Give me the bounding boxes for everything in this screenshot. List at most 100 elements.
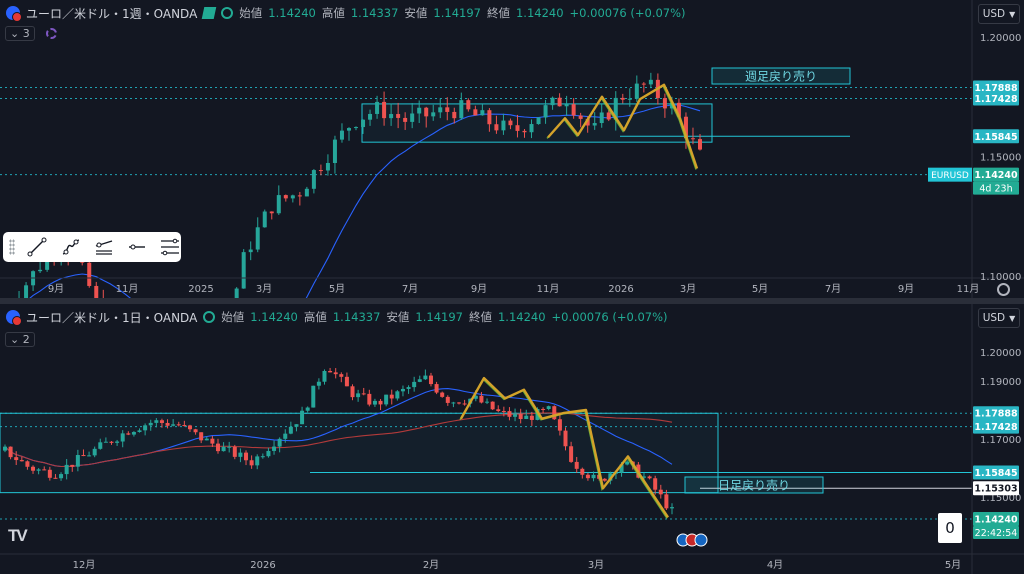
- indicator-toggle-button[interactable]: ⌄ 3: [5, 26, 35, 41]
- candle-body: [389, 394, 394, 399]
- chevron-down-icon: ▼: [1009, 313, 1016, 323]
- candle-body: [459, 100, 464, 119]
- trend-line-tool-icon[interactable]: [27, 236, 48, 258]
- candle-body: [215, 443, 220, 452]
- change-value: +0.00076 (+0.07%): [551, 310, 668, 324]
- candle-body: [290, 195, 295, 199]
- candle-body: [318, 170, 323, 172]
- open-label: 始値: [239, 6, 263, 20]
- daily-chart-canvas[interactable]: 日足戻り売り 1.20000 1.19000 1.17000 1.15000 1.178…: [0, 304, 1024, 574]
- scale-badge[interactable]: 0: [938, 513, 962, 543]
- candle-body: [165, 422, 170, 426]
- candle-body: [45, 254, 50, 270]
- horizontal-ray-tool-icon[interactable]: [127, 236, 148, 258]
- open-value: 1.14240: [268, 6, 316, 20]
- wave-projection-line: [547, 83, 699, 169]
- candle-body: [47, 469, 52, 478]
- candle-body: [557, 419, 562, 431]
- economic-event-icon: [694, 533, 708, 547]
- candle-body: [361, 393, 366, 395]
- drawing-toolbar[interactable]: [3, 232, 181, 262]
- candle-body: [92, 448, 97, 456]
- candle-body: [137, 430, 142, 433]
- candle-body: [269, 211, 274, 214]
- candle-body: [126, 433, 131, 435]
- candle-body: [431, 112, 436, 117]
- candle-body: [479, 395, 484, 403]
- ray-tool-icon[interactable]: [60, 236, 81, 258]
- candle-body: [683, 116, 688, 139]
- candle-body: [305, 407, 310, 411]
- candle-body: [53, 477, 58, 479]
- candle-body: [613, 97, 618, 120]
- high-value: 1.14337: [350, 6, 399, 20]
- candle-body: [356, 393, 361, 398]
- candle-body: [98, 442, 103, 449]
- weekly-chart-canvas[interactable]: 週足戻り売り 1.200001.150001.100001.050001.000…: [0, 0, 1024, 298]
- candle-body: [400, 388, 405, 392]
- tradingview-logo[interactable]: TV: [8, 526, 28, 545]
- weekly-symbol-title[interactable]: ユーロ／米ドル・1週・OANDA: [26, 6, 198, 21]
- candle-body: [241, 252, 246, 289]
- currency-selector[interactable]: USD ▼: [978, 4, 1020, 24]
- time-tick-label: 5月: [945, 559, 961, 571]
- annotation-box: [711, 67, 851, 85]
- parallel-channel-tool-icon[interactable]: [93, 236, 114, 258]
- close-value: 1.14240: [515, 6, 564, 20]
- candle-body: [541, 408, 546, 410]
- candle-body: [325, 163, 330, 171]
- candle-body: [417, 379, 422, 382]
- indicator-toggle-button[interactable]: ⌄ 2: [5, 332, 35, 347]
- price-label: 1.17428: [974, 422, 1018, 433]
- candle-body: [396, 114, 401, 118]
- time-tick-label: 5月: [752, 283, 768, 295]
- symbol-tag: EURUSD: [931, 171, 969, 181]
- candle-body: [171, 424, 176, 426]
- high-value: 1.14337: [332, 310, 381, 324]
- wave-projection-line: [459, 376, 670, 518]
- candle-body: [70, 464, 75, 467]
- candle-body: [283, 433, 288, 439]
- candle-body: [232, 446, 237, 457]
- daily-symbol-title[interactable]: ユーロ／米ドル・1日・OANDA: [26, 310, 198, 325]
- candle-body: [552, 406, 557, 420]
- currency-selector[interactable]: USD ▼: [978, 308, 1020, 328]
- visibility-eye-icon[interactable]: [221, 7, 234, 19]
- candle-body: [368, 113, 373, 120]
- candle-body: [24, 285, 29, 298]
- candle-body: [103, 441, 108, 443]
- symbol-tag-bg: [928, 167, 972, 182]
- candle-body: [501, 120, 506, 131]
- candle-body: [571, 104, 576, 116]
- candle-body: [424, 107, 429, 117]
- candle-body: [38, 269, 43, 272]
- candle-body: [606, 112, 611, 120]
- high-label: 高値: [321, 6, 345, 20]
- close-label: 終値: [486, 6, 510, 20]
- time-tick-label: 2025: [188, 284, 213, 295]
- candle-body: [260, 456, 265, 458]
- candle-body: [417, 107, 422, 114]
- candle-body: [487, 110, 492, 125]
- candle-body: [585, 118, 590, 126]
- horizontal-lines-tool-icon[interactable]: [160, 236, 181, 258]
- candle-body: [395, 391, 400, 399]
- annotation-box: [684, 476, 824, 494]
- pane-separator[interactable]: [0, 298, 1024, 304]
- visibility-eye-icon[interactable]: [203, 311, 216, 323]
- drag-handle-icon[interactable]: [9, 239, 15, 255]
- candle-body: [262, 211, 267, 228]
- weekly-chart-pane[interactable]: 週足戻り売り 1.200001.150001.100001.050001.000…: [0, 0, 1024, 298]
- candle-body: [143, 425, 148, 431]
- daily-chart-pane[interactable]: 日足戻り売り 1.20000 1.19000 1.17000 1.15000 1.178…: [0, 304, 1024, 574]
- candle-body: [473, 395, 478, 399]
- currency-label: USD: [982, 312, 1006, 324]
- candle-body: [550, 97, 555, 106]
- candle-body: [176, 424, 181, 426]
- indicator-loading-icon[interactable]: [46, 28, 57, 39]
- candle-body: [445, 396, 450, 403]
- chart-settings-icon[interactable]: [997, 283, 1010, 296]
- candle-body: [283, 195, 288, 199]
- price-tick-label: 1.15000: [980, 153, 1021, 164]
- candle-body: [513, 414, 518, 417]
